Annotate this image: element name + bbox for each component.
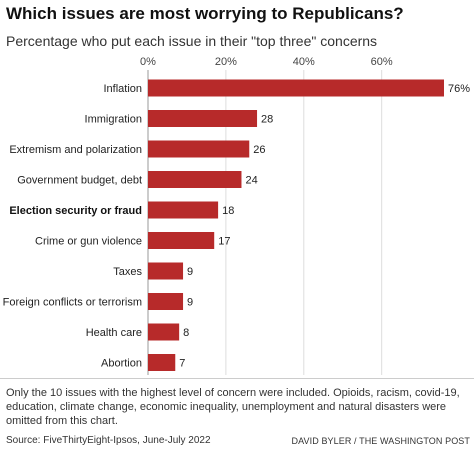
value-label: 26 [253,144,265,156]
value-label: 9 [187,297,193,309]
category-label: Immigration [85,114,142,126]
category-label: Taxes [113,266,142,278]
x-tick-label: 40% [293,56,315,68]
bar [148,262,184,280]
chart-note: Only the 10 issues with the highest leve… [6,387,460,427]
category-label: Government budget, debt [17,175,142,187]
bars [148,79,444,371]
chart-credit: DAVID BYLER / THE WASHINGTON POST [291,436,470,446]
category-labels: Inflation Immigration Extremism and polari… [3,83,143,370]
bar [148,232,215,249]
value-label: 28 [261,114,273,126]
bar [148,79,444,97]
category-label: Extremism and polarization [9,144,142,156]
category-label: Health care [86,327,142,339]
x-tick-label: 20% [215,56,237,68]
x-tick-label: 0% [140,56,156,68]
value-label: 9 [187,266,193,278]
bar [148,110,258,127]
value-label: 24 [245,175,257,187]
value-label: 76% [448,83,470,95]
bar [148,171,242,188]
value-label: 8 [183,327,189,339]
category-label: Crime or gun violence [35,236,142,248]
bar [148,293,184,310]
value-label: 18 [222,205,234,217]
bar-chart: 0% 20% 40% 60% Inflation Immigration Extremis… [3,56,470,375]
category-label: Abortion [101,358,142,370]
bar [148,140,250,158]
category-label: Election security or fraud [9,205,142,217]
footer-divider [0,378,474,379]
bar [148,323,180,341]
bar [148,201,219,219]
value-label: 7 [179,358,185,370]
chart-source: Source: FiveThirtyEight-Ipsos, June-July… [6,435,211,446]
x-axis-ticks: 0% 20% 40% 60% [140,56,393,68]
chart-title: Which issues are most worrying to Republ… [6,4,404,23]
category-label: Inflation [103,83,142,95]
value-label: 17 [218,236,230,248]
x-tick-label: 60% [371,56,393,68]
bar [148,354,176,371]
chart-subtitle: Percentage who put each issue in their "… [6,33,378,49]
category-label: Foreign conflicts or terrorism [3,297,142,309]
value-labels: 76% 28 26 24 18 17 9 9 8 7 [179,83,470,370]
